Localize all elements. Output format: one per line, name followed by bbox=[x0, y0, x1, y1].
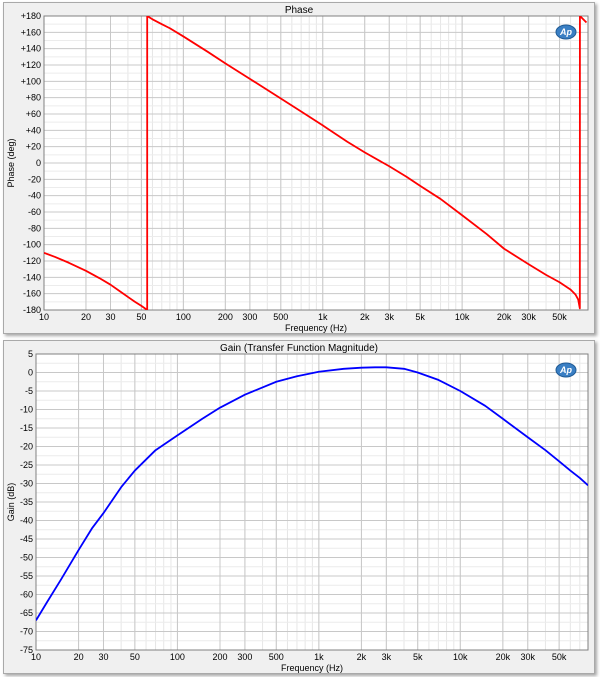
phase-y-tick-label: -40 bbox=[28, 191, 41, 201]
phase-y-tick-label: +40 bbox=[26, 125, 41, 135]
phase-x-tick-label: 20 bbox=[81, 312, 91, 322]
ap-logo-text: Ap bbox=[559, 365, 572, 375]
gain-x-tick-label: 50 bbox=[130, 652, 140, 662]
phase-series-line bbox=[44, 16, 588, 310]
gain-y-tick-label: -35 bbox=[20, 497, 33, 507]
gain-x-tick-label: 500 bbox=[269, 652, 284, 662]
phase-x-tick-label: 3k bbox=[384, 312, 394, 322]
gain-x-tick-label: 30k bbox=[520, 652, 535, 662]
gain-y-tick-label: -45 bbox=[20, 534, 33, 544]
phase-chart-title: Phase bbox=[285, 5, 314, 16]
gain-y-tick-label: -70 bbox=[20, 627, 33, 637]
phase-x-tick-label: 50k bbox=[552, 312, 567, 322]
gain-chart: Gain (Transfer Function Magnitude) 10 20 30… bbox=[6, 343, 589, 673]
gain-y-tick-label: -5 bbox=[25, 386, 33, 396]
phase-y-axis-label: Phase (deg) bbox=[6, 138, 16, 187]
gain-y-tick-label: -30 bbox=[20, 479, 33, 489]
phase-y-tick-label: -80 bbox=[28, 223, 41, 233]
phase-x-tick-label: 200 bbox=[218, 312, 233, 322]
phase-x-tick-label: 5k bbox=[415, 312, 425, 322]
ap-logo-icon: Ap bbox=[555, 24, 577, 40]
phase-x-tick-label: 20k bbox=[497, 312, 512, 322]
phase-y-tick-label: -140 bbox=[23, 272, 41, 282]
gain-x-tick-label: 10k bbox=[453, 652, 468, 662]
gain-y-axis-label: Gain (dB) bbox=[6, 483, 16, 522]
gain-y-tick-label: -25 bbox=[20, 460, 33, 470]
gain-chart-title: Gain (Transfer Function Magnitude) bbox=[220, 343, 378, 354]
phase-plot-border bbox=[43, 15, 589, 311]
phase-y-tick-label: +100 bbox=[21, 76, 41, 86]
gain-x-tick-label: 10 bbox=[31, 652, 41, 662]
gain-x-tick-label: 200 bbox=[212, 652, 227, 662]
gain-x-tick-label: 30 bbox=[98, 652, 108, 662]
phase-y-tick-label: +120 bbox=[21, 60, 41, 70]
gain-y-tick-label: -40 bbox=[20, 516, 33, 526]
gain-y-tick-label: -60 bbox=[20, 590, 33, 600]
phase-y-tick-label: -20 bbox=[28, 174, 41, 184]
gain-y-tick-label: -50 bbox=[20, 553, 33, 563]
phase-y-tick-label: +80 bbox=[26, 93, 41, 103]
phase-y-tick-label: +160 bbox=[21, 27, 41, 37]
phase-y-tick-label: -120 bbox=[23, 256, 41, 266]
gain-x-tick-label: 2k bbox=[357, 652, 367, 662]
phase-y-tick-label: -100 bbox=[23, 240, 41, 250]
gain-x-axis-label: Frequency (Hz) bbox=[281, 663, 343, 673]
phase-chart: Phase 10 20 30 50 100 200 300 500 1k 2k 3k 5k 10k 20k 3… bbox=[6, 5, 589, 333]
gain-x-tick-label: 100 bbox=[170, 652, 185, 662]
ap-logo-icon: Ap bbox=[555, 362, 577, 378]
phase-y-tick-label: +20 bbox=[26, 142, 41, 152]
gain-y-tick-label: -15 bbox=[20, 423, 33, 433]
gain-chart-panel: Gain (Transfer Function Magnitude) 10 20 30… bbox=[3, 340, 595, 674]
gain-x-tick-label: 300 bbox=[237, 652, 252, 662]
gain-x-tick-label: 1k bbox=[314, 652, 324, 662]
gain-x-tick-label: 5k bbox=[413, 652, 423, 662]
phase-x-tick-label: 500 bbox=[273, 312, 288, 322]
phase-x-tick-label: 1k bbox=[318, 312, 328, 322]
phase-y-tick-label: -60 bbox=[28, 207, 41, 217]
phase-y-tick-label: +60 bbox=[26, 109, 41, 119]
gain-x-tick-label: 50k bbox=[552, 652, 567, 662]
phase-y-tick-label: 0 bbox=[36, 158, 41, 168]
gain-y-tick-label: -65 bbox=[20, 608, 33, 618]
phase-chart-panel: Phase 10 20 30 50 100 200 300 500 1k 2k 3k 5k 10k 20k 3… bbox=[3, 2, 595, 334]
ap-logo-text: Ap bbox=[559, 27, 572, 37]
gain-y-tick-label: -10 bbox=[20, 405, 33, 415]
gain-y-tick-label: 5 bbox=[28, 349, 33, 359]
phase-x-tick-label: 10k bbox=[455, 312, 470, 322]
phase-x-tick-label: 100 bbox=[176, 312, 191, 322]
gain-y-tick-label: -75 bbox=[20, 645, 33, 655]
phase-x-tick-label: 10 bbox=[39, 312, 49, 322]
phase-x-axis-label: Frequency (Hz) bbox=[285, 323, 347, 333]
phase-y-tick-label: +180 bbox=[21, 11, 41, 21]
phase-x-tick-label: 2k bbox=[360, 312, 370, 322]
phase-y-tick-label: -180 bbox=[23, 305, 41, 315]
phase-x-tick-label: 50 bbox=[136, 312, 146, 322]
phase-y-axis: +180 +160 +140 +120 +100 +80 +60 +40 +20 0 -20 -40 -… bbox=[21, 11, 588, 315]
gain-x-tick-label: 20 bbox=[74, 652, 84, 662]
gain-y-tick-label: 0 bbox=[28, 368, 33, 378]
phase-x-tick-label: 30 bbox=[105, 312, 115, 322]
gain-x-tick-label: 20k bbox=[496, 652, 511, 662]
gain-series-line bbox=[36, 366, 588, 621]
gain-plot-border bbox=[35, 353, 589, 651]
phase-x-tick-label: 30k bbox=[521, 312, 536, 322]
gain-y-tick-label: -55 bbox=[20, 571, 33, 581]
phase-y-tick-label: +140 bbox=[21, 44, 41, 54]
phase-y-tick-label: -160 bbox=[23, 289, 41, 299]
phase-x-tick-label: 300 bbox=[242, 312, 257, 322]
gain-y-tick-label: -20 bbox=[20, 442, 33, 452]
gain-x-tick-label: 3k bbox=[382, 652, 392, 662]
